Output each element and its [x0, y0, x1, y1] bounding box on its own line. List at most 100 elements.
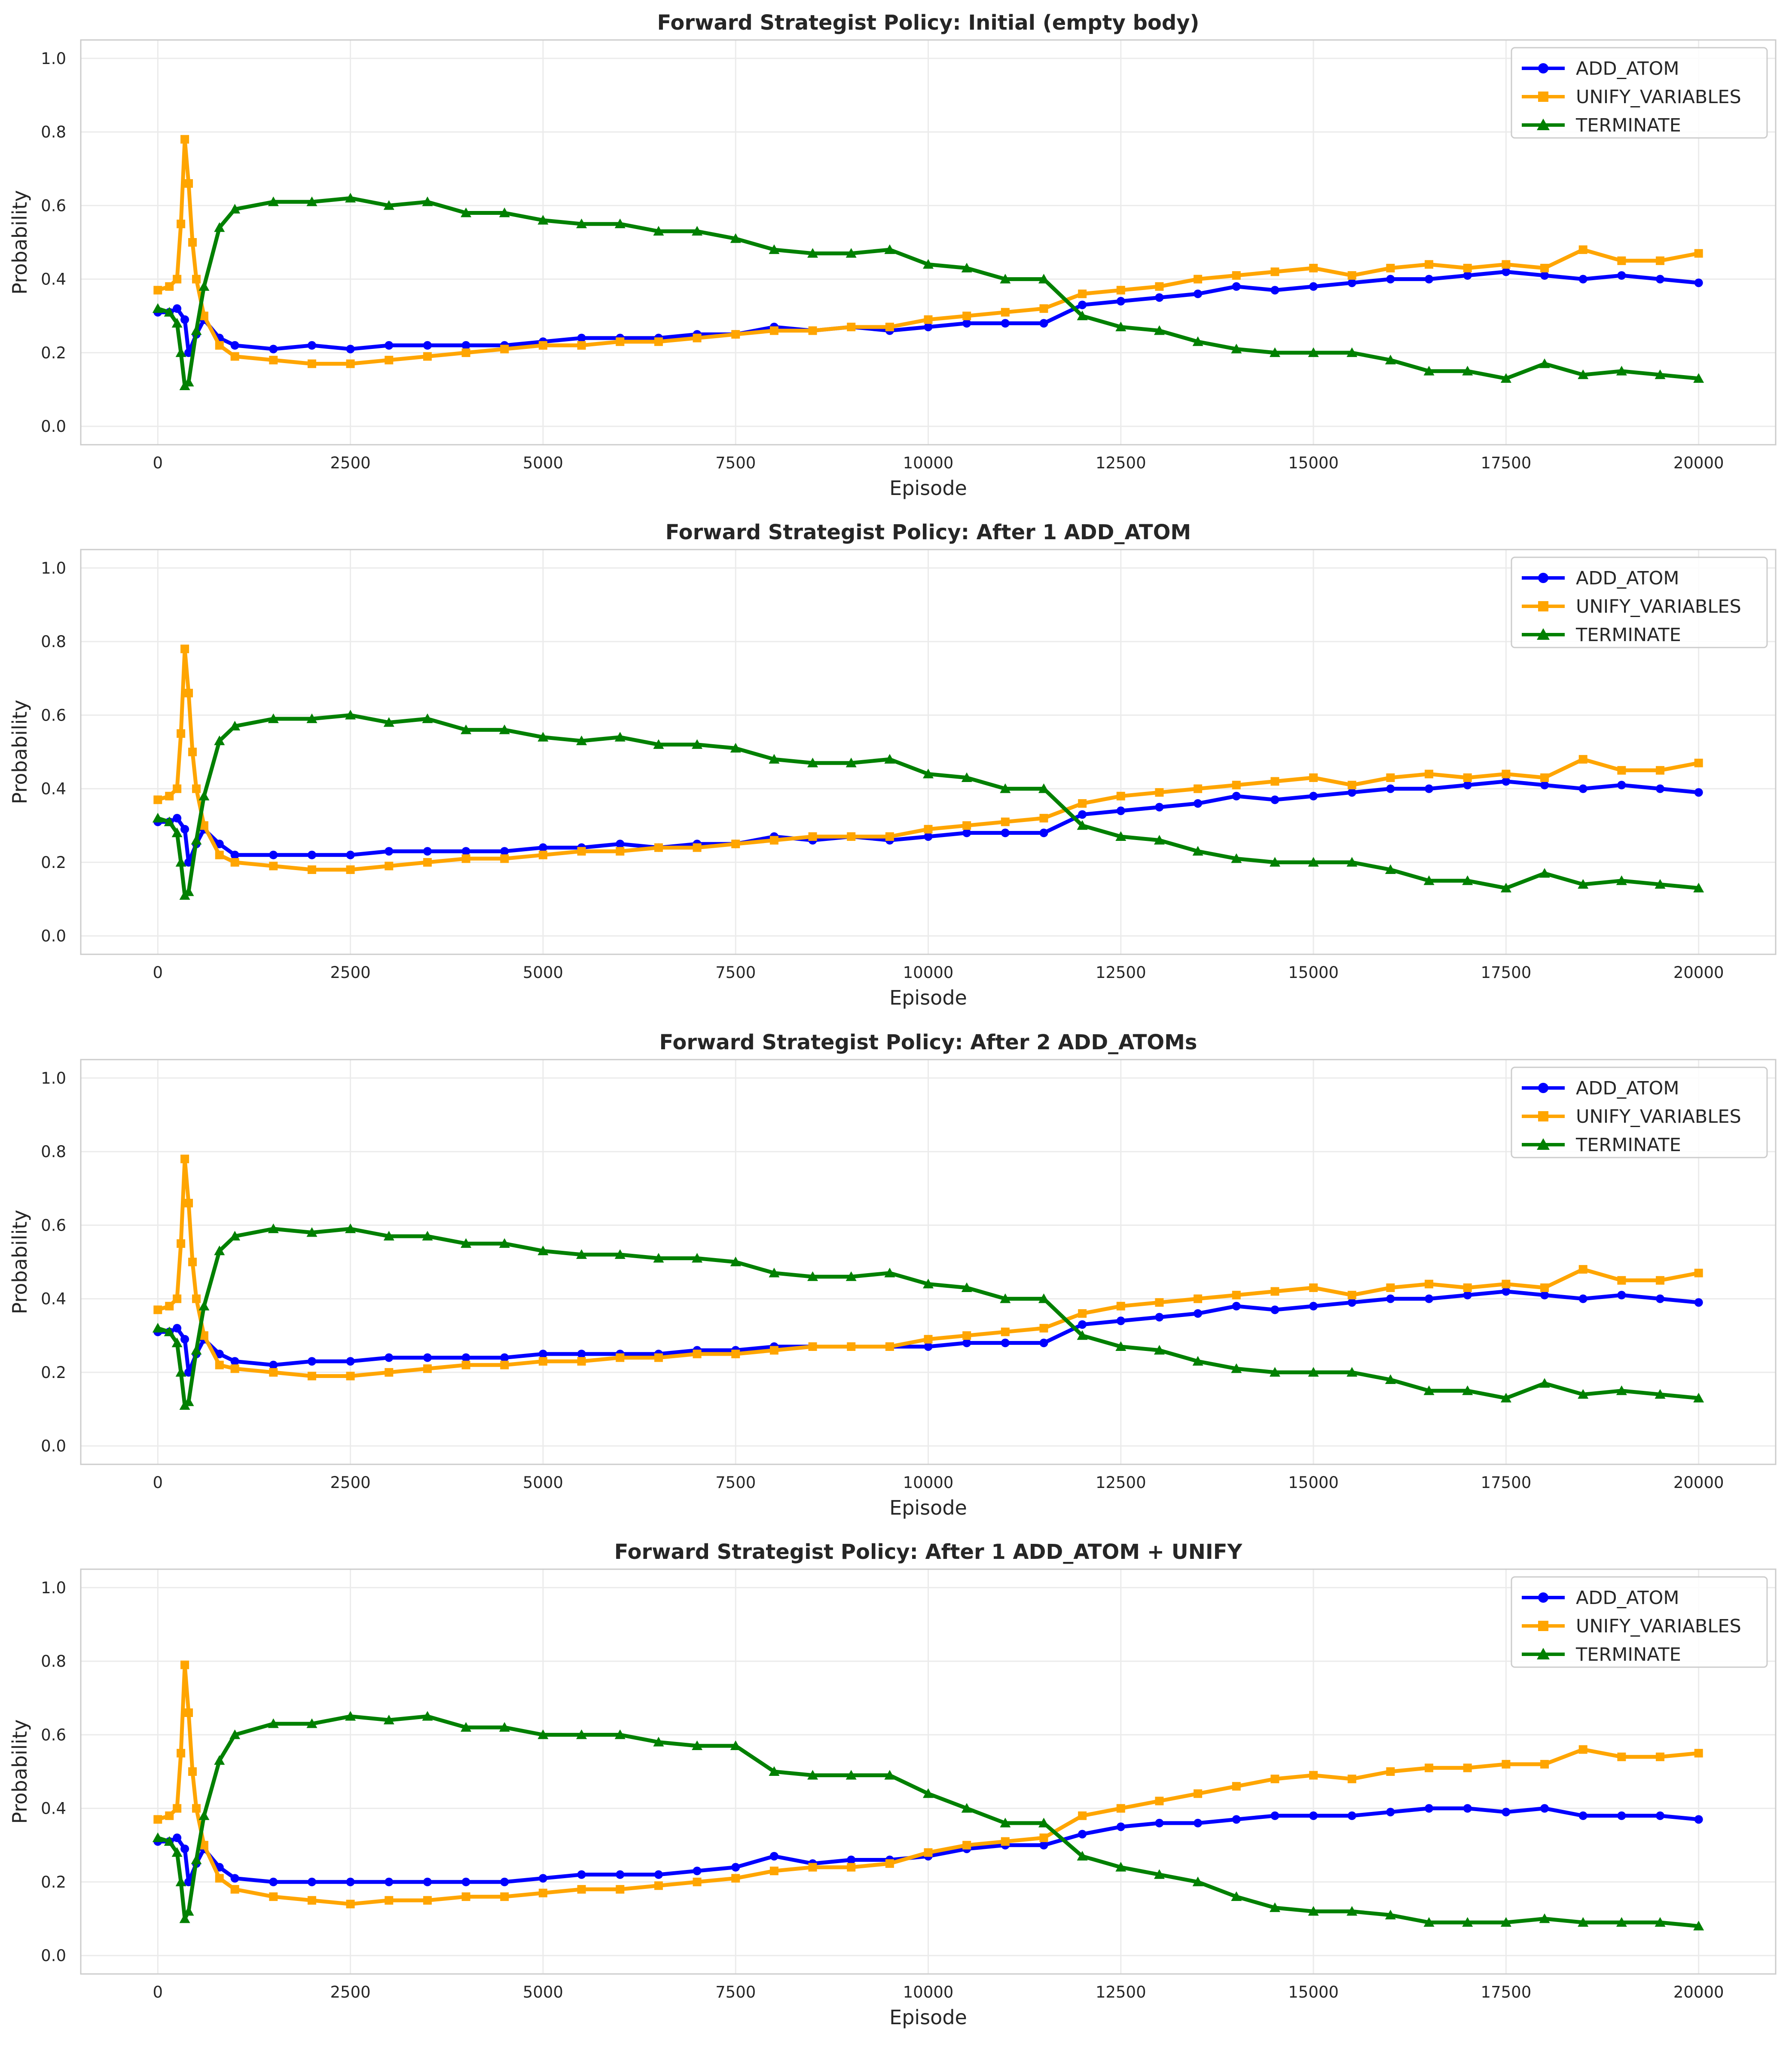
legend-box	[1511, 47, 1768, 139]
data-point-unify-variables	[1039, 1833, 1048, 1842]
data-point-unify-variables	[188, 1258, 197, 1266]
data-point-unify-variables	[1232, 1291, 1241, 1300]
data-point-unify-variables	[1309, 1283, 1318, 1292]
data-point-add-atom	[731, 1863, 740, 1872]
data-point-unify-variables	[184, 179, 193, 188]
legend: ADD_ATOM UNIFY_VARIABLES TERMINATE	[1511, 47, 1768, 139]
data-point-unify-variables	[616, 337, 625, 346]
legend-marker-terminate	[1537, 119, 1550, 130]
data-point-add-atom	[538, 1350, 547, 1359]
data-point-unify-variables	[461, 854, 470, 863]
x-tick-label: 17500	[1481, 1473, 1532, 1492]
legend-label-add-atom: ADD_ATOM	[1576, 58, 1679, 79]
legend-box	[1511, 1066, 1768, 1158]
data-point-add-atom	[1039, 319, 1048, 328]
data-point-add-atom	[1309, 1302, 1318, 1311]
data-point-terminate	[198, 1810, 210, 1820]
data-point-unify-variables	[538, 1357, 547, 1366]
data-point-unify-variables	[423, 858, 432, 867]
y-axis-label: Probability	[8, 1210, 31, 1314]
data-point-terminate	[1154, 1869, 1165, 1879]
data-point-terminate	[807, 758, 818, 767]
data-point-unify-variables	[500, 1360, 509, 1369]
data-point-add-atom	[180, 1844, 189, 1853]
data-point-add-atom	[269, 345, 278, 354]
data-point-add-atom	[500, 1877, 509, 1886]
data-point-terminate	[1308, 347, 1319, 357]
data-point-unify-variables	[180, 1660, 189, 1669]
data-point-terminate	[306, 713, 317, 723]
data-point-unify-variables	[616, 1353, 625, 1362]
data-point-unify-variables	[180, 135, 189, 144]
data-point-unify-variables	[177, 1239, 186, 1248]
data-point-unify-variables	[153, 286, 162, 295]
x-tick-label: 7500	[715, 454, 756, 472]
data-point-add-atom	[307, 1357, 316, 1366]
data-point-terminate	[175, 1876, 186, 1886]
data-point-add-atom	[1001, 319, 1010, 328]
x-tick-label: 10000	[903, 1473, 954, 1492]
data-point-terminate	[422, 196, 433, 206]
data-point-add-atom	[385, 1353, 394, 1362]
data-point-add-atom	[385, 1877, 394, 1886]
data-point-terminate	[653, 739, 664, 749]
legend-label-unify-variables: UNIFY_VARIABLES	[1576, 1106, 1741, 1127]
chart-title: Forward Strategist Policy: After 1 ADD_A…	[614, 1540, 1243, 1564]
data-point-terminate	[769, 1268, 780, 1277]
data-point-terminate	[653, 1253, 664, 1263]
data-point-unify-variables	[1347, 1291, 1356, 1300]
x-tick-label: 15000	[1288, 1473, 1339, 1492]
data-point-add-atom	[500, 847, 509, 856]
data-point-unify-variables	[847, 1342, 856, 1351]
data-point-add-atom	[577, 333, 586, 342]
data-point-add-atom	[180, 825, 189, 834]
data-point-terminate	[214, 735, 225, 745]
data-point-add-atom	[693, 1867, 702, 1876]
data-point-add-atom	[1578, 784, 1587, 793]
data-point-unify-variables	[184, 688, 193, 697]
data-point-add-atom	[924, 1342, 933, 1351]
y-tick-label: 0.6	[41, 1726, 66, 1744]
axes-frame	[80, 549, 1777, 955]
data-point-terminate	[179, 1913, 190, 1923]
data-point-terminate	[1693, 883, 1704, 892]
legend-marker-unify-variables	[1538, 1621, 1548, 1631]
data-point-terminate	[1308, 1367, 1319, 1377]
data-point-terminate	[769, 244, 780, 254]
data-point-add-atom	[1078, 810, 1087, 819]
data-point-unify-variables	[1116, 791, 1125, 800]
data-point-terminate	[164, 1326, 175, 1336]
data-point-terminate	[576, 1249, 587, 1259]
x-tick-label: 7500	[715, 1983, 756, 2001]
data-point-add-atom	[1155, 803, 1164, 812]
data-point-terminate	[1539, 868, 1550, 878]
data-point-terminate	[1423, 1385, 1435, 1395]
data-point-unify-variables	[885, 322, 894, 331]
data-point-unify-variables	[924, 825, 933, 834]
data-point-terminate	[1154, 1345, 1165, 1355]
data-point-terminate	[1077, 1330, 1088, 1340]
data-point-terminate	[152, 1832, 163, 1842]
data-point-unify-variables	[188, 748, 197, 756]
data-point-unify-variables	[1347, 271, 1356, 280]
data-point-terminate	[961, 263, 972, 272]
chart-panel-2: 0.0 0.2 0.4 0.6 0.8 1.0 0 2500 5000 7500 10000 1250…	[8, 520, 1777, 1009]
data-point-unify-variables	[180, 645, 189, 654]
data-point-terminate	[884, 244, 895, 254]
legend-marker-add-atom	[1538, 1083, 1548, 1093]
data-point-add-atom	[1425, 784, 1434, 793]
y-tick-label: 0.0	[41, 417, 66, 436]
data-point-add-atom	[1540, 271, 1549, 280]
data-point-terminate	[183, 1396, 194, 1406]
data-point-terminate	[229, 204, 241, 214]
data-point-add-atom	[173, 1833, 182, 1842]
legend-label-unify-variables: UNIFY_VARIABLES	[1576, 1616, 1741, 1637]
data-point-add-atom	[1194, 1818, 1203, 1827]
data-point-unify-variables	[1155, 788, 1164, 797]
data-point-unify-variables	[1039, 814, 1048, 823]
data-point-terminate	[846, 248, 857, 258]
data-point-terminate	[1269, 1367, 1280, 1377]
data-point-terminate	[692, 226, 703, 236]
data-point-terminate	[1693, 373, 1704, 383]
data-point-unify-variables	[1116, 286, 1125, 295]
